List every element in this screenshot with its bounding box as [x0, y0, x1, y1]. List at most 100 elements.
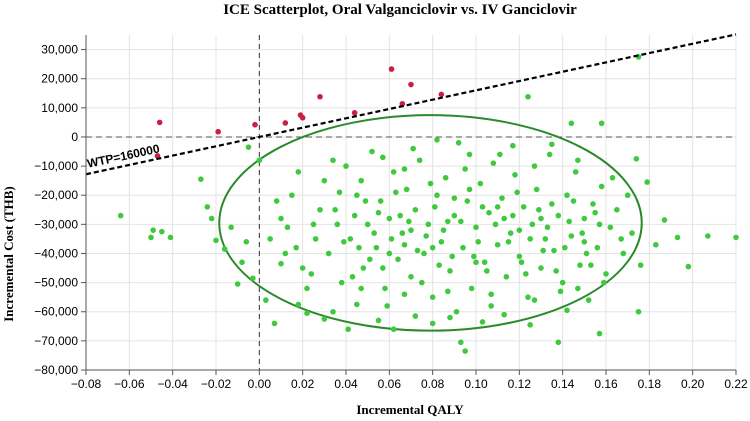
- x-tick-label: 0.20: [681, 377, 705, 391]
- axes: −0.08 −0.06 −0.04 −0.02 0.00 0.02 0.04 0.06 0.08…: [34, 35, 748, 391]
- point-below-wtp: [603, 271, 609, 277]
- y-tick-label: −20,000: [34, 188, 78, 202]
- point-below-wtp: [581, 239, 588, 245]
- y-tick-label: −30,000: [34, 217, 78, 231]
- point-below-wtp: [559, 279, 566, 286]
- point-below-wtp: [375, 209, 382, 216]
- point-below-wtp: [308, 271, 315, 277]
- point-below-wtp: [354, 192, 360, 199]
- point-below-wtp: [581, 215, 588, 222]
- point-below-wtp: [497, 151, 503, 158]
- point-below-wtp: [360, 265, 367, 271]
- point-below-wtp: [637, 262, 644, 268]
- point-below-wtp: [588, 262, 594, 268]
- point-below-wtp: [330, 308, 336, 315]
- point-below-wtp: [117, 212, 124, 219]
- point-below-wtp: [451, 212, 458, 219]
- point-below-wtp: [527, 322, 533, 328]
- point-below-wtp: [516, 227, 523, 233]
- point-above-wtp: [252, 121, 258, 128]
- point-below-wtp: [354, 301, 360, 308]
- point-below-wtp: [514, 189, 520, 196]
- point-below-wtp: [458, 339, 464, 346]
- point-below-wtp: [598, 183, 605, 190]
- point-below-wtp: [401, 241, 408, 248]
- y-tick-label: −60,000: [34, 305, 78, 319]
- point-below-wtp: [384, 303, 390, 309]
- point-below-wtp: [293, 244, 299, 251]
- point-below-wtp: [492, 221, 499, 228]
- point-below-wtp: [250, 275, 256, 282]
- point-below-wtp: [204, 204, 211, 210]
- point-below-wtp: [525, 93, 531, 100]
- x-tick-label: 0.14: [551, 377, 575, 391]
- point-below-wtp: [304, 310, 310, 316]
- point-below-wtp: [590, 201, 596, 207]
- point-below-wtp: [429, 294, 436, 300]
- point-below-wtp: [455, 139, 462, 146]
- point-above-wtp: [282, 120, 289, 126]
- point-below-wtp: [629, 230, 635, 236]
- x-tick-label: −0.04: [157, 377, 188, 391]
- point-below-wtp: [481, 259, 488, 266]
- point-below-wtp: [536, 206, 542, 213]
- point-below-wtp: [432, 204, 438, 210]
- point-below-wtp: [393, 189, 399, 196]
- point-below-wtp: [221, 246, 228, 252]
- point-below-wtp: [332, 206, 338, 213]
- point-below-wtp: [501, 311, 507, 318]
- y-tick-label: 10,000: [41, 101, 78, 115]
- point-below-wtp: [466, 151, 473, 158]
- point-below-wtp: [401, 291, 408, 298]
- point-below-wtp: [458, 218, 464, 225]
- point-below-wtp: [596, 221, 603, 228]
- point-below-wtp: [299, 265, 306, 271]
- point-below-wtp: [549, 201, 555, 207]
- x-tick-label: 0.18: [638, 377, 662, 391]
- point-below-wtp: [570, 198, 577, 204]
- point-below-wtp: [538, 265, 544, 271]
- point-below-wtp: [434, 137, 440, 143]
- point-below-wtp: [243, 239, 250, 245]
- y-tick-label: −50,000: [34, 276, 78, 290]
- point-below-wtp: [525, 294, 531, 300]
- point-above-wtp: [388, 66, 395, 72]
- point-below-wtp: [618, 236, 624, 242]
- point-below-wtp: [256, 157, 263, 164]
- point-below-wtp: [564, 192, 570, 199]
- point-below-wtp: [460, 244, 466, 251]
- point-below-wtp: [304, 285, 310, 292]
- point-below-wtp: [475, 239, 481, 245]
- reference-lines: [86, 35, 736, 370]
- x-axis-label: Incremental QALY: [356, 402, 464, 417]
- point-below-wtp: [416, 157, 423, 164]
- point-below-wtp: [620, 250, 627, 257]
- y-tick-label: −40,000: [34, 246, 78, 260]
- point-below-wtp: [245, 144, 252, 150]
- point-below-wtp: [289, 192, 295, 199]
- point-below-wtp: [334, 221, 341, 228]
- point-below-wtp: [408, 227, 414, 233]
- point-above-wtp: [438, 91, 445, 98]
- point-above-wtp: [408, 81, 414, 88]
- point-below-wtp: [510, 212, 516, 219]
- x-tick-label: 0.00: [248, 377, 272, 391]
- point-below-wtp: [568, 120, 575, 127]
- point-below-wtp: [653, 241, 659, 248]
- point-below-wtp: [403, 186, 410, 193]
- point-below-wtp: [388, 236, 395, 242]
- point-below-wtp: [577, 262, 583, 268]
- point-below-wtp: [473, 224, 479, 231]
- point-below-wtp: [371, 230, 377, 236]
- confidence-ellipse: [218, 114, 643, 332]
- point-below-wtp: [321, 316, 328, 322]
- point-below-wtp: [488, 303, 494, 309]
- point-below-wtp: [464, 198, 471, 204]
- point-below-wtp: [159, 228, 165, 235]
- point-below-wtp: [510, 142, 516, 149]
- point-below-wtp: [239, 259, 245, 266]
- point-below-wtp: [614, 206, 620, 213]
- point-below-wtp: [356, 244, 362, 251]
- point-below-wtp: [278, 215, 284, 222]
